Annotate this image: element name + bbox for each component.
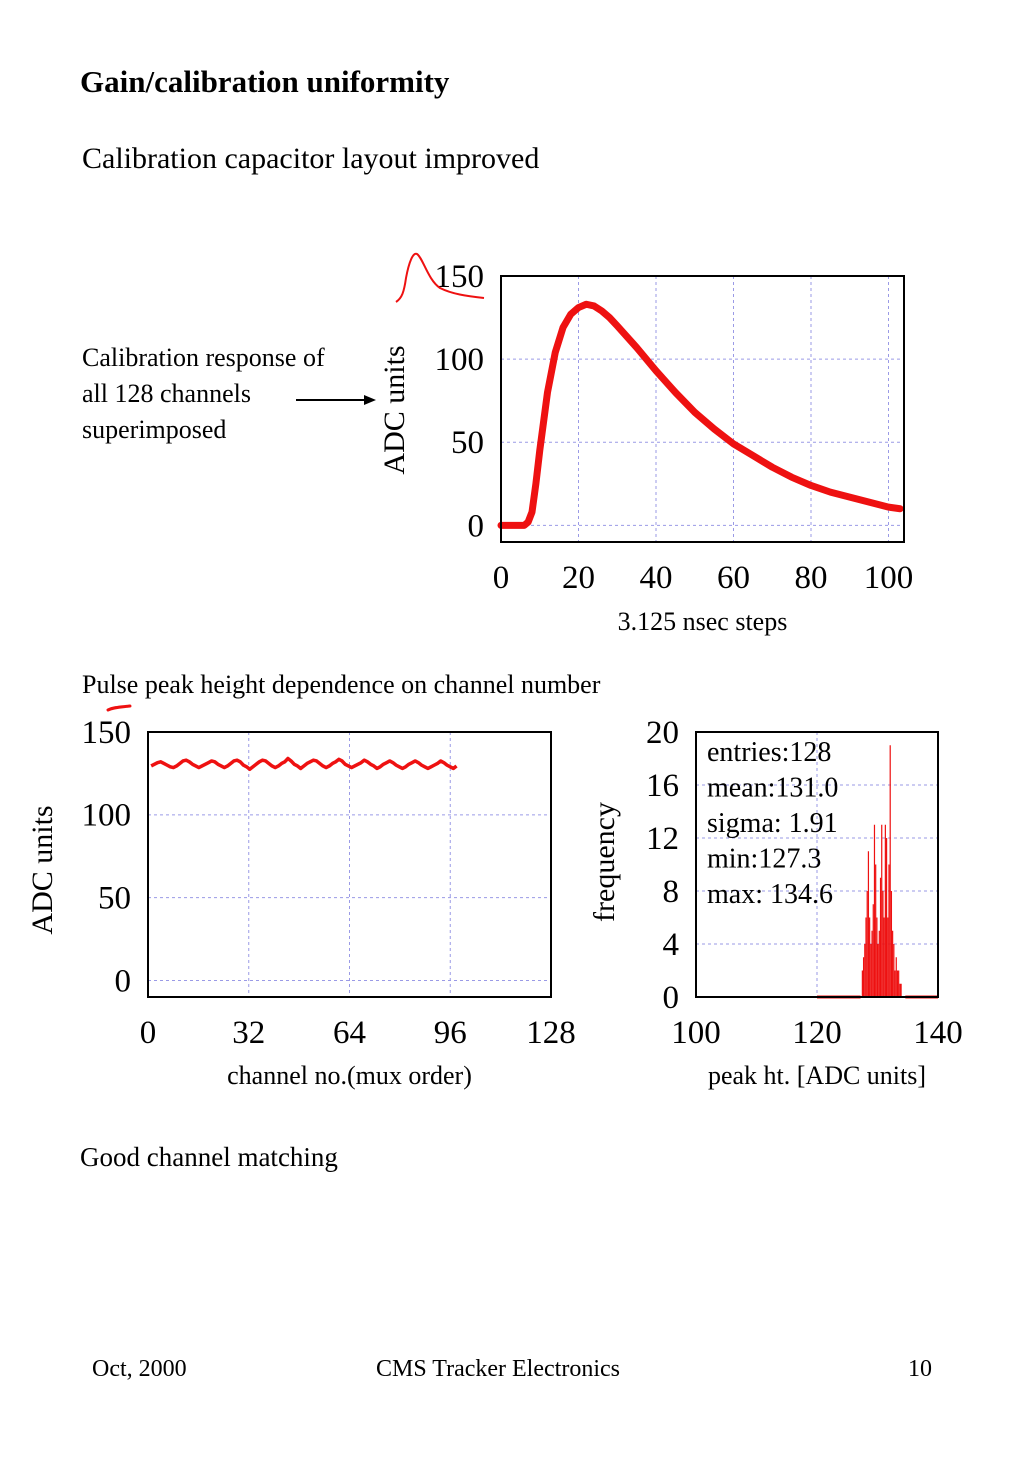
- slide-subtitle: Calibration capacitor layout improved: [82, 142, 540, 175]
- histogram-bar: [899, 983, 901, 997]
- y-tick-label: 12: [646, 821, 679, 857]
- calibration-note: Calibration response of all 128 channels…: [82, 340, 382, 448]
- histogram-bar: [879, 877, 882, 997]
- histogram-bar: [864, 944, 866, 997]
- histogram-bar: [890, 891, 893, 997]
- y-tick-label: 50: [98, 881, 131, 917]
- y-axis-label: ADC units: [378, 345, 411, 474]
- footer-title: CMS Tracker Electronics: [376, 1356, 620, 1382]
- histogram-bar: [875, 864, 877, 997]
- y-tick-label: 0: [663, 980, 680, 1016]
- plot-frame: [500, 275, 905, 543]
- histogram-bar: [870, 944, 872, 997]
- stat-line: entries:128: [707, 737, 831, 768]
- histogram-bar: [861, 970, 863, 997]
- x-tick-label: 64: [333, 1015, 366, 1051]
- footer-date: Oct, 2000: [92, 1356, 187, 1382]
- x-tick-label: 96: [434, 1015, 467, 1051]
- histogram-bar: [895, 957, 897, 997]
- plot-frame: [147, 731, 552, 998]
- histogram-bar: [894, 970, 896, 997]
- conclusion-text: Good channel matching: [80, 1142, 338, 1172]
- x-tick-label: 20: [562, 560, 595, 596]
- y-tick-label: 20: [646, 715, 679, 751]
- histogram-bar: [878, 930, 880, 997]
- histogram-bar: [862, 957, 865, 997]
- stat-line: mean:131.0: [707, 773, 838, 804]
- histogram-bar: [882, 891, 884, 997]
- y-tick-label: 50: [451, 425, 484, 461]
- histogram-bar: [866, 891, 868, 997]
- note-line: superimposed: [82, 415, 227, 444]
- x-axis-label: 3.125 nsec steps: [618, 607, 788, 636]
- histogram-bar: [898, 970, 900, 997]
- y-tick-label: 16: [646, 768, 679, 804]
- histogram-bar: [885, 838, 888, 997]
- x-tick-label: 120: [792, 1015, 842, 1051]
- histogram-bar: [883, 917, 885, 997]
- histogram-bar: [873, 824, 876, 997]
- x-tick-label: 100: [864, 560, 914, 596]
- x-tick-label: 128: [526, 1015, 576, 1051]
- histogram-bar: [872, 904, 874, 997]
- hand-drawn-underline-mark: [106, 704, 132, 712]
- x-axis-label: peak ht. [ADC units]: [708, 1061, 926, 1090]
- y-axis-label: frequency: [588, 802, 621, 922]
- x-tick-label: 0: [493, 560, 510, 596]
- y-tick-label: 100: [435, 342, 485, 378]
- footer-page-number: 10: [908, 1356, 932, 1382]
- stat-line: min:127.3: [707, 844, 821, 875]
- histogram-bar: [877, 944, 879, 997]
- arrow-head: [364, 395, 376, 405]
- histogram-bar: [888, 864, 890, 997]
- histogram-bar: [884, 824, 886, 997]
- stat-line: sigma: 1.91: [707, 808, 838, 839]
- y-tick-label: 8: [663, 874, 680, 910]
- histogram-bar: [865, 917, 867, 997]
- histogram-bar: [896, 970, 899, 997]
- note-line: all 128 channels: [82, 379, 251, 408]
- histogram-bar: [876, 917, 878, 997]
- histogram-bar: [871, 930, 873, 997]
- x-axis-label: channel no.(mux order): [227, 1061, 472, 1090]
- histogram-bar: [900, 983, 902, 997]
- histogram-bar: [889, 745, 891, 997]
- peak_vs_channel-chart: [147, 731, 552, 998]
- x-tick-label: 40: [640, 560, 673, 596]
- y-tick-label: 100: [82, 798, 132, 834]
- histogram-bar: [869, 917, 871, 997]
- histogram-bar: [867, 851, 870, 997]
- peak_histogram-chart: [695, 731, 939, 999]
- histogram-bar: [892, 930, 894, 997]
- x-tick-label: 100: [671, 1015, 721, 1051]
- x-tick-label: 0: [140, 1015, 157, 1051]
- peak-height-trace: [150, 756, 458, 772]
- stat-line: max: 134.6: [707, 879, 833, 910]
- y-tick-label: 0: [115, 963, 132, 999]
- slide-title: Gain/calibration uniformity: [80, 64, 450, 99]
- x-tick-label: 140: [913, 1015, 963, 1051]
- x-tick-label: 60: [717, 560, 750, 596]
- calibration-pulse-curve: [497, 300, 904, 529]
- y-tick-label: 150: [82, 715, 132, 751]
- y-tick-label: 0: [468, 508, 485, 544]
- section-title: Pulse peak height dependence on channel …: [82, 670, 601, 699]
- x-tick-label: 32: [232, 1015, 265, 1051]
- histogram-bar: [881, 824, 883, 997]
- note-line: Calibration response of: [82, 343, 325, 372]
- plot-frame: [695, 731, 939, 998]
- histogram-bar: [893, 944, 895, 997]
- x-tick-label: 80: [795, 560, 828, 596]
- y-axis-label: ADC units: [26, 805, 59, 934]
- y-tick-label: 4: [663, 927, 680, 963]
- histogram-bar: [887, 917, 889, 997]
- pulse-chart: [497, 275, 905, 543]
- hand-drawn-pulse-sketch: [395, 252, 485, 303]
